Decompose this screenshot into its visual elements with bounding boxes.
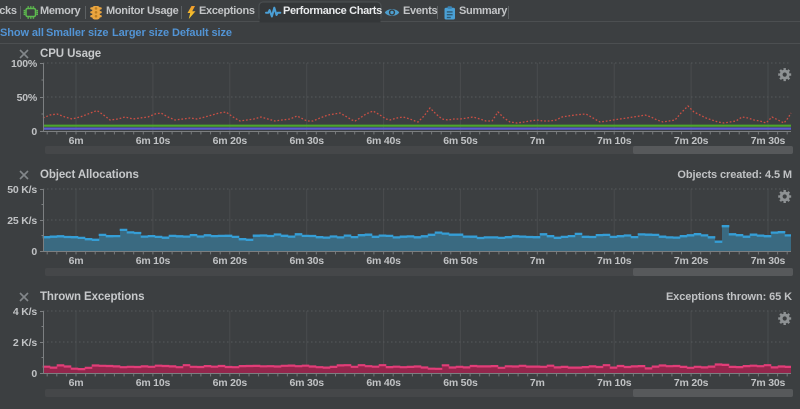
svg-text:6m: 6m — [69, 377, 84, 389]
svg-text:7m 30s: 7m 30s — [751, 377, 786, 389]
svg-text:50%: 50% — [17, 92, 38, 104]
svg-text:6m 40s: 6m 40s — [366, 255, 401, 267]
svg-text:7m 10s: 7m 10s — [597, 377, 632, 389]
svg-text:6m 10s: 6m 10s — [136, 255, 171, 267]
svg-text:4 K/s: 4 K/s — [13, 306, 37, 318]
svg-text:6m 50s: 6m 50s — [443, 377, 478, 389]
svg-text:6m 10s: 6m 10s — [136, 377, 171, 389]
svg-text:7m 20s: 7m 20s — [674, 255, 709, 267]
svg-text:6m 20s: 6m 20s — [213, 377, 248, 389]
svg-text:0: 0 — [31, 246, 37, 258]
svg-text:6m 30s: 6m 30s — [289, 377, 324, 389]
svg-text:6m 50s: 6m 50s — [443, 255, 478, 267]
svg-text:7m: 7m — [530, 377, 545, 389]
svg-text:100%: 100% — [11, 58, 38, 70]
svg-text:7m 30s: 7m 30s — [751, 255, 786, 267]
svg-text:50 K/s: 50 K/s — [7, 184, 37, 196]
svg-text:6m 20s: 6m 20s — [213, 255, 248, 267]
svg-text:7m: 7m — [530, 255, 545, 267]
svg-text:7m 20s: 7m 20s — [674, 377, 709, 389]
svg-text:0: 0 — [31, 126, 37, 138]
svg-text:25 K/s: 25 K/s — [7, 215, 37, 227]
svg-text:6m 40s: 6m 40s — [366, 377, 401, 389]
svg-text:2 K/s: 2 K/s — [13, 337, 37, 349]
svg-text:6m: 6m — [69, 255, 84, 267]
svg-text:6m 30s: 6m 30s — [289, 255, 324, 267]
svg-text:0: 0 — [31, 368, 37, 380]
svg-text:7m 10s: 7m 10s — [597, 255, 632, 267]
